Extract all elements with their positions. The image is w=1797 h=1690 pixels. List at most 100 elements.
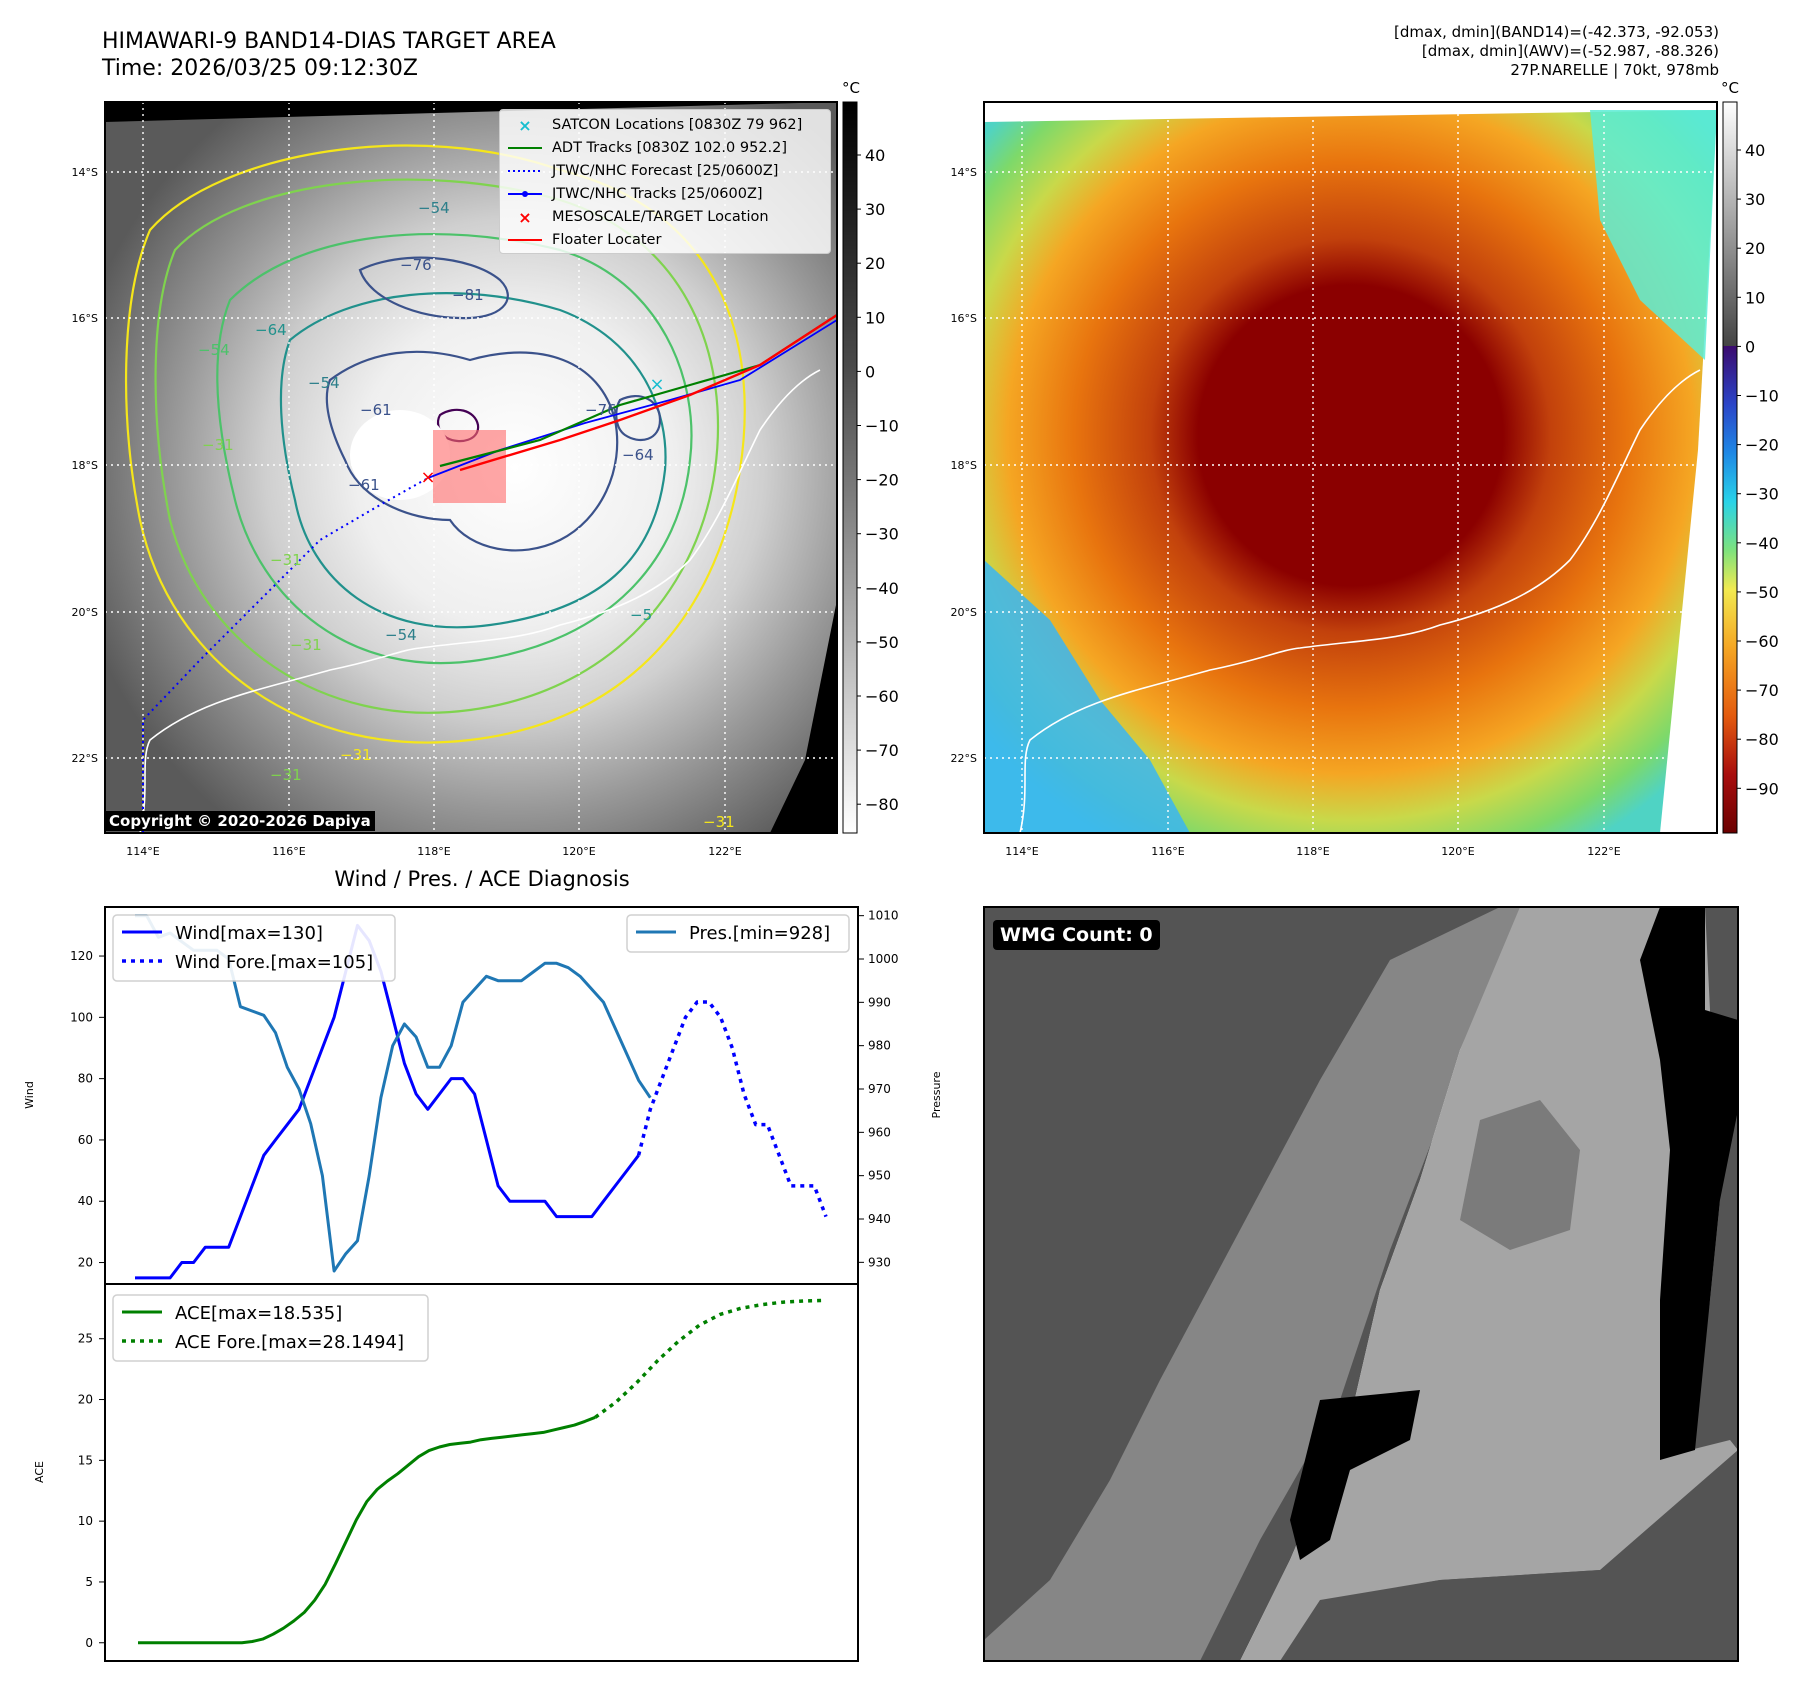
copyright-badge: Copyright © 2020-2026 Dapiya: [105, 811, 375, 831]
ir-colorbar-tick-label: −50: [865, 633, 899, 652]
ir-colorbar-tick-label: 20: [865, 254, 885, 273]
wind-y-tick-label: 120: [70, 949, 93, 963]
svg-text:×: ×: [518, 117, 531, 133]
map-legend-label: JTWC/NHC Forecast [25/0600Z]: [552, 162, 779, 179]
wind-y-tick-label: 20: [78, 1256, 93, 1270]
pressure-y-tick-label: 960: [868, 1125, 891, 1139]
color-colorbar-frame: [1722, 101, 1738, 834]
color-lon-label: 120°E: [1441, 845, 1474, 858]
color-lon-label: 114°E: [1005, 845, 1038, 858]
ir-colorbar-tick-label: 0: [865, 362, 875, 381]
ir-colorbar-tick-label: −40: [865, 579, 899, 598]
ir-lat-label: 20°S: [72, 606, 98, 619]
pressure-legend: Pres.[min=928]: [626, 914, 850, 953]
contour-labels: −54 −76 −81 −54 −64 −54 −31 −61 −76 −31 …: [198, 199, 735, 831]
ace-legend-label: ACE[max=18.535]: [175, 1303, 342, 1324]
ir-colorbar-tick-label: 10: [865, 308, 885, 327]
color-colorbar-tick-label: −40: [1745, 534, 1779, 553]
map-legend-row: Floater Locater: [506, 228, 824, 251]
ace-legend: ACE[max=18.535] ACE Fore.[max=28.1494]: [112, 1294, 429, 1362]
map-legend-label: Floater Locater: [552, 231, 662, 248]
color-lon-label: 118°E: [1296, 845, 1329, 858]
wind-y-tick-label: 40: [78, 1194, 93, 1208]
ace-y-tick-label: 20: [78, 1393, 93, 1407]
color-lat-label: 20°S: [951, 606, 977, 619]
wmg-gray-core: [1240, 907, 1738, 1661]
ir-lat-label: 18°S: [72, 459, 98, 472]
map-legend-row: JTWC/NHC Tracks [25/0600Z]: [506, 182, 824, 205]
pressure-y-tick-label: 930: [868, 1255, 891, 1269]
color-lon-label: 116°E: [1151, 845, 1184, 858]
ir-colorbar-tick-label: −60: [865, 687, 899, 706]
contour-label: −64: [255, 321, 287, 339]
pressure-y-tick-label: 1010: [868, 909, 899, 923]
ir-coastline: [139, 369, 821, 833]
ace-legend-box: [112, 1294, 429, 1362]
ir-lon-label: 122°E: [708, 845, 741, 858]
ace-y-tick-label: 5: [85, 1575, 93, 1589]
satcon-marker: ×: [649, 374, 664, 395]
ir-lon-label: 120°E: [562, 845, 595, 858]
contour-label: −54: [198, 341, 230, 359]
series-line-ace: [138, 1415, 596, 1645]
color-colorbar-tick-label: 20: [1745, 239, 1765, 258]
contour-label: −5: [630, 606, 652, 624]
color-colorbar-ramp-bottom: [1723, 346, 1737, 833]
ir-colorbar-tick-label: 30: [865, 200, 885, 219]
map-legend-label: MESOSCALE/TARGET Location: [552, 208, 769, 225]
ir-colorbar-tick-label: −30: [865, 525, 899, 544]
wind-y-tick-label: 60: [78, 1133, 93, 1147]
contour-label: −31: [290, 636, 322, 654]
color-colorbar-tick-label: −30: [1745, 485, 1779, 504]
wind-legend-box: [112, 914, 396, 982]
color-colorbar-tick-label: −70: [1745, 681, 1779, 700]
contour-label: −61: [348, 476, 380, 494]
pressure-legend-label: Pres.[min=928]: [689, 923, 830, 944]
color-colorbar-tick-label: −10: [1745, 387, 1779, 406]
wind-y-tick-label: 100: [70, 1010, 93, 1024]
ir-colorbar-tick-label: −70: [865, 741, 899, 760]
page-title: HIMAWARI-9 BAND14-DIAS TARGET AREA: [102, 29, 556, 54]
ir-colorbar-tick-label: −10: [865, 417, 899, 436]
color-colorbar-tick-label: −20: [1745, 436, 1779, 455]
ir-colorbar-unit: °C: [842, 79, 860, 97]
svg-text:×: ×: [518, 209, 531, 225]
contour-label: −64: [622, 446, 654, 464]
contour-label: −54: [418, 199, 450, 217]
map-legend-row: JTWC/NHC Forecast [25/0600Z]: [506, 159, 824, 182]
pressure-y-tick-label: 950: [868, 1169, 891, 1183]
pressure-legend-box: [626, 914, 850, 953]
ir-lon-label: 116°E: [272, 845, 305, 858]
color-colorbar-tick-label: −50: [1745, 583, 1779, 602]
color-colorbar-ramp-top: [1723, 102, 1737, 346]
ir-map-frame: [104, 101, 838, 834]
ir-lat-label: 14°S: [72, 166, 98, 179]
map-legend-swatch: [508, 169, 542, 172]
contour-label: −81: [452, 286, 484, 304]
wmg-band-south: [1280, 1450, 1738, 1661]
wmg-black-patch: [1290, 1390, 1420, 1560]
ir-lon-label: 118°E: [417, 845, 450, 858]
map-legend-label: JTWC/NHC Tracks [25/0600Z]: [552, 185, 763, 202]
diagnosis-title: Wind / Pres. / ACE Diagnosis: [334, 867, 629, 891]
pressure-y-tick-label: 940: [868, 1212, 891, 1226]
target-marker: ×: [420, 467, 435, 488]
contour-label: −31: [340, 746, 372, 764]
contour-label: −31: [202, 436, 234, 454]
band14-range-info: [dmax, dmin](BAND14)=(-42.373, -92.053): [1394, 23, 1719, 41]
color-colorbar-tick-label: −60: [1745, 632, 1779, 651]
ir-colorbar-tick-label: 40: [865, 146, 885, 165]
map-legend-swatch: ×: [518, 117, 531, 133]
awv-range-info: [dmax, dmin](AWV)=(-52.987, -88.326): [1421, 42, 1719, 60]
color-colorbar-tick-label: 0: [1745, 337, 1755, 356]
color-colorbar-unit: °C: [1721, 79, 1739, 97]
ir-no-data-wedge: [770, 600, 837, 833]
contour-label: −76: [400, 256, 432, 274]
pressure-y-tick-label: 1000: [868, 952, 899, 966]
ir-colorbar-tick-label: −20: [865, 471, 899, 490]
color-map-frame: [983, 101, 1718, 834]
pressure-y-tick-label: 990: [868, 995, 891, 1009]
contour-label: −54: [308, 374, 340, 392]
map-legend-row: ADT Tracks [0830Z 102.0 952.2]: [506, 136, 824, 159]
